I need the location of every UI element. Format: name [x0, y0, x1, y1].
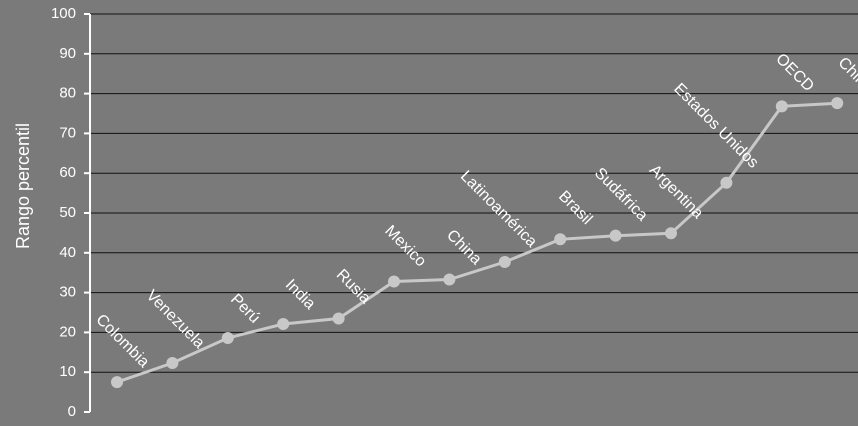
data-point-perú — [221, 331, 234, 344]
y-tick-labels: 0 10 20 30 40 50 60 70 80 90 100 — [51, 5, 76, 420]
category-label: India — [282, 276, 319, 313]
data-point-brasil — [554, 233, 567, 246]
category-label: Chile — [835, 54, 858, 92]
data-point-venezuela — [166, 357, 179, 370]
data-point-india — [277, 318, 290, 331]
category-label: Rusia — [333, 266, 374, 307]
y-tick-label: 90 — [59, 45, 76, 62]
category-label: Colombia — [92, 311, 152, 371]
category-label: Mexico — [381, 222, 429, 270]
y-tick-label: 100 — [51, 5, 76, 22]
data-point-estados-unidos — [720, 176, 733, 189]
data-point-mexico — [388, 275, 400, 288]
y-tick-label: 70 — [59, 124, 76, 141]
gridlines — [90, 13, 858, 373]
y-tick-label: 40 — [59, 244, 76, 261]
category-label: Brasil — [555, 188, 595, 228]
data-point-china — [443, 273, 456, 286]
y-axis-title: Rango percentil — [13, 123, 33, 249]
data-point-latinoamérica — [498, 255, 511, 268]
y-tick-label: 30 — [59, 284, 76, 301]
data-point-rusia — [332, 312, 345, 325]
category-label: Latinoamérica — [457, 168, 540, 251]
y-tick-label: 60 — [59, 164, 76, 181]
category-label: Perú — [227, 291, 263, 327]
y-tick-label: 80 — [59, 85, 76, 102]
data-point-chile — [831, 97, 844, 110]
category-label: OECD — [772, 50, 817, 95]
y-tick-label: 50 — [59, 204, 76, 221]
y-axis — [84, 13, 91, 413]
data-point-argentina — [665, 227, 677, 240]
y-tick-label: 10 — [59, 363, 76, 380]
data-point-sudáfrica — [609, 229, 622, 242]
y-tick-label: 0 — [68, 403, 76, 420]
data-point-colombia — [111, 376, 123, 389]
series-line — [116, 101, 838, 384]
data-points — [111, 97, 844, 389]
category-label: China — [443, 227, 485, 269]
category-label: Venezuela — [143, 287, 208, 352]
series — [116, 101, 838, 384]
y-tick-label: 20 — [59, 323, 76, 340]
data-point-oecd — [775, 100, 788, 113]
